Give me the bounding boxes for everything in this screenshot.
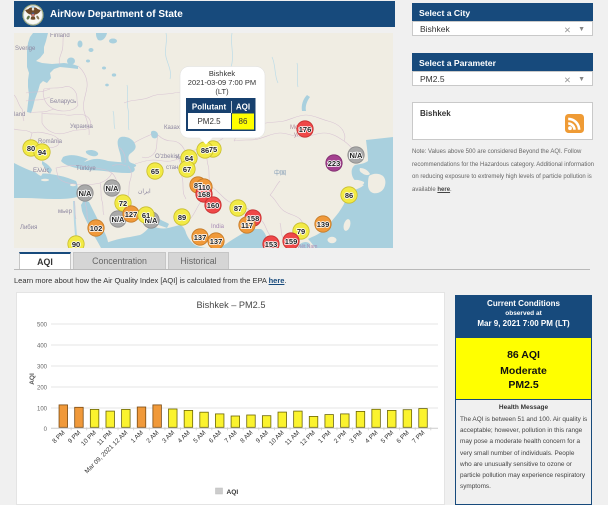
svg-text:6 PM: 6 PM bbox=[395, 429, 411, 445]
svg-text:Sverige: Sverige bbox=[15, 46, 36, 52]
svg-text:中国: 中国 bbox=[274, 169, 286, 177]
svg-text:64: 64 bbox=[185, 154, 194, 163]
svg-text:5 AM: 5 AM bbox=[192, 429, 207, 444]
svg-text:10 AM: 10 AM bbox=[268, 429, 286, 447]
svg-text:223: 223 bbox=[328, 159, 341, 168]
svg-text:Pollutant: Pollutant bbox=[192, 103, 227, 112]
svg-text:N/A: N/A bbox=[106, 184, 120, 193]
svg-text:AQI: AQI bbox=[29, 373, 36, 385]
svg-text:137: 137 bbox=[194, 233, 207, 242]
svg-text:80: 80 bbox=[27, 144, 35, 153]
svg-text:Казахстан: Казахстан bbox=[164, 125, 192, 131]
svg-text:7 PM: 7 PM bbox=[411, 429, 427, 445]
svg-text:стан: стан bbox=[166, 165, 178, 171]
svg-text:8 AM: 8 AM bbox=[239, 429, 254, 444]
svg-text:110: 110 bbox=[198, 183, 210, 192]
svg-text:65: 65 bbox=[151, 167, 159, 176]
svg-text:Беларусь: Беларусь bbox=[50, 99, 76, 105]
svg-text:1 PM: 1 PM bbox=[317, 429, 333, 445]
svg-text:159: 159 bbox=[285, 237, 298, 246]
svg-text:11 AM: 11 AM bbox=[284, 429, 301, 446]
svg-text:land: land bbox=[14, 112, 25, 118]
svg-text:160: 160 bbox=[207, 201, 220, 210]
svg-text:7 AM: 7 AM bbox=[223, 429, 238, 444]
svg-text:400: 400 bbox=[37, 344, 48, 350]
svg-text:мьер: мьер bbox=[58, 209, 73, 215]
svg-text:Türkiye: Türkiye bbox=[76, 166, 96, 172]
svg-text:Việt Nam: Việt Nam bbox=[297, 244, 317, 248]
svg-text:N/A: N/A bbox=[79, 189, 93, 198]
svg-text:улс: улс bbox=[294, 132, 303, 138]
svg-text:102: 102 bbox=[90, 224, 103, 233]
svg-text:1 AM: 1 AM bbox=[130, 429, 145, 444]
svg-text:100: 100 bbox=[37, 407, 48, 413]
svg-text:2 PM: 2 PM bbox=[333, 429, 349, 445]
svg-text:4 AM: 4 AM bbox=[177, 429, 192, 444]
svg-text:87: 87 bbox=[234, 204, 242, 213]
svg-text:Ελλάς: Ελλάς bbox=[33, 167, 49, 174]
svg-text:Либия: Либия bbox=[20, 225, 37, 231]
svg-text:Finland: Finland bbox=[50, 33, 70, 39]
svg-text:6 AM: 6 AM bbox=[208, 429, 223, 444]
svg-text:137: 137 bbox=[210, 237, 223, 246]
svg-text:România: România bbox=[38, 139, 63, 145]
svg-text:ايران: ايران bbox=[138, 188, 151, 195]
svg-text:86: 86 bbox=[239, 117, 248, 126]
svg-text:5 PM: 5 PM bbox=[380, 429, 396, 445]
svg-text:Украина: Украина bbox=[70, 124, 94, 130]
svg-text:300: 300 bbox=[37, 365, 48, 371]
svg-text:12 PM: 12 PM bbox=[299, 429, 317, 447]
svg-text:N/A: N/A bbox=[112, 215, 126, 224]
svg-text:168: 168 bbox=[198, 190, 211, 199]
svg-text:O'zbekist: O'zbekist bbox=[155, 154, 180, 160]
svg-text:3 AM: 3 AM bbox=[161, 429, 176, 444]
svg-text:158: 158 bbox=[247, 214, 260, 223]
svg-text:4 PM: 4 PM bbox=[364, 429, 380, 445]
svg-text:0: 0 bbox=[44, 427, 48, 433]
svg-text:2021-03-09 7:00 PM: 2021-03-09 7:00 PM bbox=[188, 78, 256, 87]
svg-text:94: 94 bbox=[38, 148, 47, 157]
svg-text:127: 127 bbox=[125, 210, 138, 219]
svg-text:87: 87 bbox=[194, 181, 202, 190]
svg-text:8 PM: 8 PM bbox=[51, 429, 67, 445]
svg-text:67: 67 bbox=[183, 165, 191, 174]
svg-text:117: 117 bbox=[241, 221, 253, 230]
svg-text:AQI: AQI bbox=[227, 489, 239, 496]
svg-text:153: 153 bbox=[265, 240, 278, 248]
svg-text:N/A: N/A bbox=[350, 151, 364, 160]
svg-text:2 AM: 2 AM bbox=[145, 429, 160, 444]
svg-text:500: 500 bbox=[37, 323, 48, 329]
svg-text:N/A: N/A bbox=[145, 216, 159, 225]
svg-text:3 PM: 3 PM bbox=[348, 429, 364, 445]
svg-text:Bishkek – PM2.5: Bishkek – PM2.5 bbox=[197, 300, 266, 310]
svg-text:75: 75 bbox=[209, 145, 217, 154]
svg-text:86: 86 bbox=[345, 191, 353, 200]
svg-text:79: 79 bbox=[297, 227, 305, 236]
svg-text:Bishkek: Bishkek bbox=[209, 69, 236, 78]
svg-text:176: 176 bbox=[299, 125, 312, 134]
svg-text:10 PM: 10 PM bbox=[80, 429, 98, 447]
svg-text:90: 90 bbox=[72, 240, 80, 248]
svg-text:139: 139 bbox=[317, 220, 330, 229]
svg-text:89: 89 bbox=[178, 213, 186, 222]
svg-text:(LT): (LT) bbox=[215, 87, 229, 96]
svg-text:200: 200 bbox=[37, 386, 48, 392]
svg-text:72: 72 bbox=[119, 199, 127, 208]
svg-text:AQI: AQI bbox=[236, 103, 250, 112]
svg-text:India: India bbox=[211, 224, 225, 230]
svg-text:61: 61 bbox=[142, 211, 150, 220]
svg-text:86: 86 bbox=[201, 146, 209, 155]
svg-text:PM2.5: PM2.5 bbox=[197, 117, 221, 126]
